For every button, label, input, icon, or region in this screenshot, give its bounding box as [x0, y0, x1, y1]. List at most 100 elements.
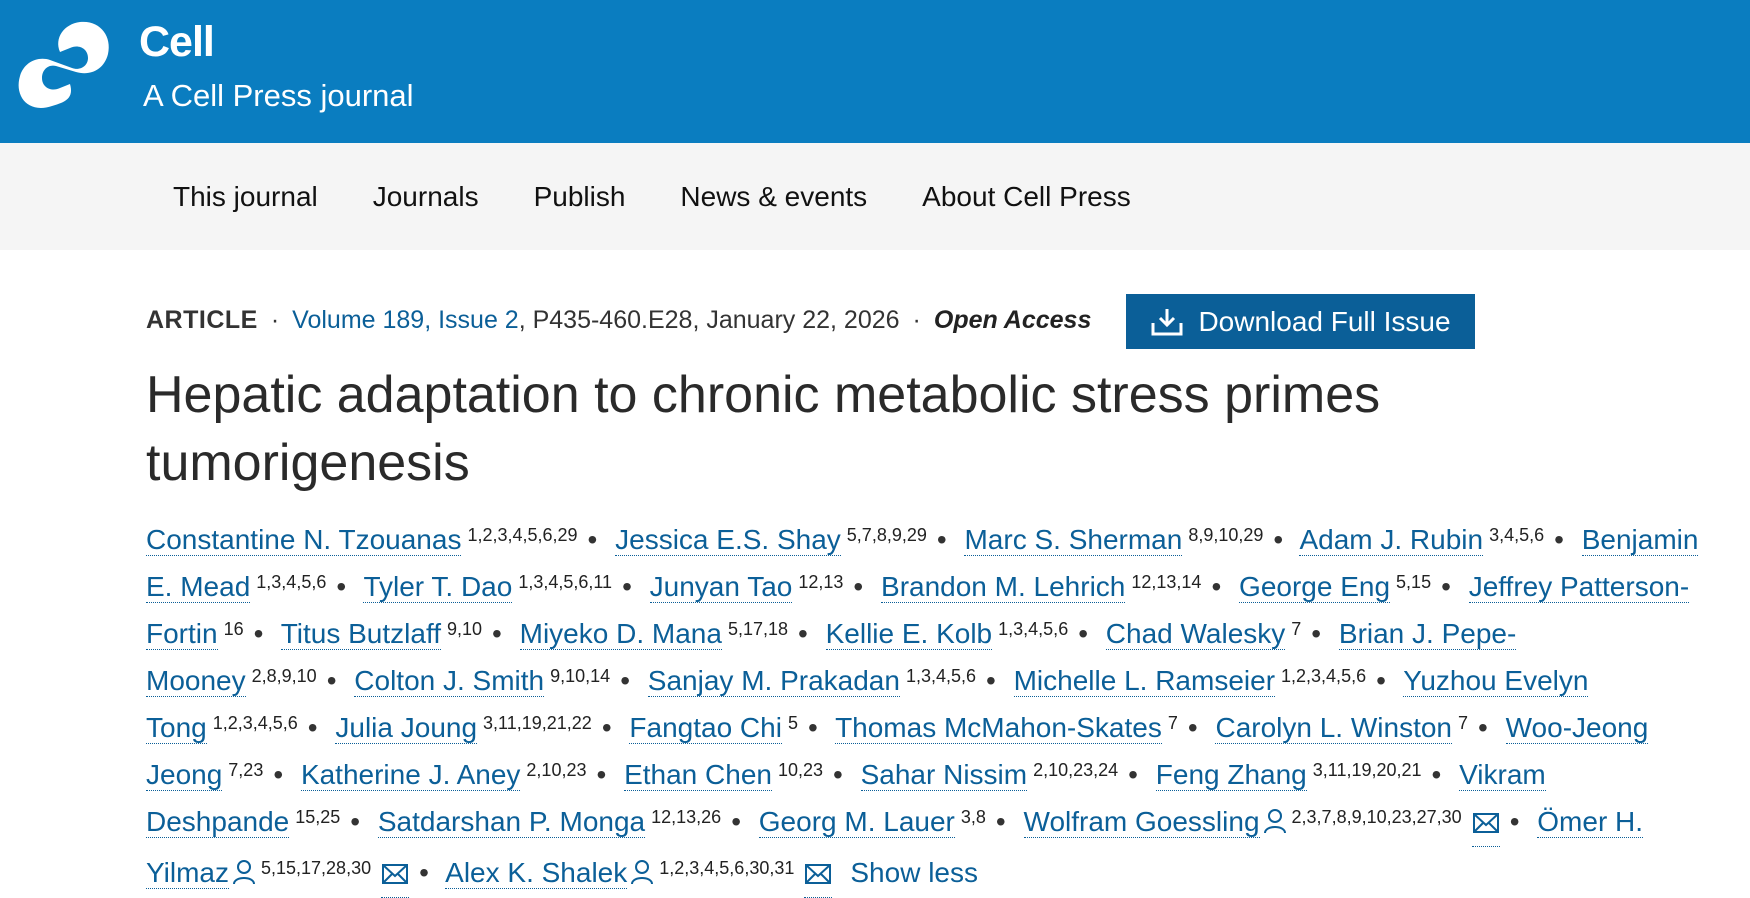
author-link[interactable]: George Eng: [1239, 571, 1391, 603]
author-affiliations: 9,10: [447, 619, 483, 639]
separator-dot: •: [307, 712, 318, 743]
separator-dot: •: [1273, 524, 1284, 555]
author-affiliations: 2,10,23,24: [1033, 760, 1119, 780]
author-affiliations: 2,3,7,8,9,10,23,27,30: [1291, 807, 1462, 827]
author-link[interactable]: Benjamin E. Mead: [146, 524, 1699, 603]
separator-dot: •: [995, 806, 1006, 837]
article-title: Hepatic adaptation to chronic metabolic …: [146, 366, 1381, 492]
author-link[interactable]: Michelle L. Ramseier: [1013, 665, 1276, 697]
download-full-issue-button[interactable]: Download Full Issue: [1126, 294, 1475, 349]
author-affiliations: 1,3,4,5,6: [256, 572, 327, 592]
open-access-label: Open Access: [933, 306, 1092, 334]
author-affiliations: 12,13,26: [651, 807, 722, 827]
separator-dot: •: [1128, 759, 1138, 790]
author-link[interactable]: Yuzhou Evelyn Tong: [146, 665, 1589, 744]
author-link[interactable]: Sahar Nissim: [860, 759, 1028, 791]
author-affiliations: 1,3,4,5,6: [905, 666, 976, 686]
author-affiliations: 15,25: [295, 807, 341, 827]
author-link[interactable]: Miyeko D. Mana: [519, 618, 722, 650]
author-link[interactable]: Constantine N. Tzouanas: [146, 524, 462, 556]
separator-dot: •: [1187, 712, 1198, 743]
separator-dot: •: [1431, 759, 1442, 790]
author-link[interactable]: Ethan Chen: [624, 759, 772, 791]
separator-dot: •: [1311, 618, 1322, 649]
volume-issue-link[interactable]: Volume 189, Issue 2: [292, 306, 519, 334]
separator-dot: ·: [270, 306, 280, 334]
author-link[interactable]: Woo-Jeong Jeong: [146, 712, 1649, 791]
separator-dot: •: [798, 618, 808, 649]
author-affiliations: 12,13,14: [1131, 572, 1202, 592]
separator-dot: •: [596, 759, 607, 790]
author-affiliations: 5,7,8,9,29: [846, 525, 927, 545]
author-affiliations: 1,2,3,4,5,6: [212, 713, 298, 733]
nav-this-journal[interactable]: This journal: [173, 180, 318, 212]
author-affiliations: 5: [787, 713, 798, 733]
author-affiliations: 3,11,19,21,22: [483, 713, 592, 733]
author-link[interactable]: Vikram Deshpande: [146, 759, 1546, 838]
separator-dot: •: [1554, 524, 1564, 555]
pages-date: , P435-460.E28, January 22, 2026: [518, 306, 900, 334]
author-affiliations: 3,4,5,6: [1489, 525, 1545, 545]
download-icon: [1151, 308, 1183, 335]
author-link[interactable]: Marc S. Sherman: [964, 524, 1183, 556]
author-link[interactable]: Adam J. Rubin: [1299, 524, 1484, 556]
nav-publish[interactable]: Publish: [533, 180, 626, 212]
author-affiliations: 10,23: [777, 760, 824, 780]
author-affiliations: 7: [1458, 713, 1469, 733]
article-type: ARTICLE: [146, 306, 258, 334]
author-link[interactable]: Katherine J. Aney: [300, 759, 521, 791]
author-link[interactable]: Carolyn L. Winston: [1215, 712, 1453, 744]
separator-dot: •: [622, 571, 632, 602]
separator-dot: •: [833, 759, 843, 790]
separator-dot: •: [731, 806, 741, 837]
email-icon[interactable]: [804, 854, 833, 898]
author-link[interactable]: Fangtao Chi: [629, 712, 782, 744]
nav-about-cell-press[interactable]: About Cell Press: [922, 180, 1131, 212]
author-link[interactable]: Satdarshan P. Monga: [377, 806, 646, 838]
show-less-link[interactable]: Show less: [850, 857, 978, 888]
author-link[interactable]: Tyler T. Dao: [363, 571, 513, 603]
author-link[interactable]: Alex K. Shalek: [445, 857, 628, 889]
author-link[interactable]: Jessica E.S. Shay: [615, 524, 841, 556]
download-label: Download Full Issue: [1198, 305, 1451, 337]
author-link[interactable]: Titus Butzlaff: [280, 618, 441, 650]
separator-dot: •: [326, 665, 337, 696]
author-affiliations: 1,3,4,5,6: [998, 619, 1069, 639]
separator-dot: •: [1478, 712, 1488, 743]
cell-press-logo-icon[interactable]: [14, 18, 114, 116]
author-link[interactable]: Junyan Tao: [649, 571, 793, 603]
separator-dot: •: [807, 712, 818, 743]
separator-dot: •: [273, 759, 284, 790]
author-affiliations: 8,9,10,29: [1188, 525, 1264, 545]
email-icon[interactable]: [381, 854, 410, 898]
nav-journals[interactable]: Journals: [372, 180, 479, 212]
author-link[interactable]: Sanjay M. Prakadan: [647, 665, 900, 697]
separator-dot: •: [1441, 571, 1451, 602]
email-icon[interactable]: [1471, 803, 1500, 847]
author-link[interactable]: Brandon M. Lehrich: [881, 571, 1126, 603]
author-link[interactable]: Brian J. Pepe-Mooney: [146, 618, 1517, 697]
author-affiliations: 12,13: [798, 572, 844, 592]
author-link[interactable]: Jeffrey Patterson-Fortin: [146, 571, 1690, 650]
journal-brand-name[interactable]: Cell: [139, 18, 215, 66]
author-link[interactable]: Feng Zhang: [1155, 759, 1307, 791]
author-affiliations: 3,8: [960, 807, 986, 827]
separator-dot: •: [350, 806, 361, 837]
author-link[interactable]: Chad Walesky: [1105, 618, 1286, 650]
author-list: Constantine N. Tzouanas 1,2,3,4,5,6,29 • J…: [146, 514, 1706, 898]
separator-dot: •: [853, 571, 864, 602]
separator-dot: •: [492, 618, 502, 649]
author-link[interactable]: Thomas McMahon-Skates: [835, 712, 1162, 744]
separator-dot: ·: [912, 306, 921, 334]
author-link[interactable]: Colton J. Smith: [354, 665, 545, 697]
author-link[interactable]: Julia Joung: [335, 712, 478, 744]
author-affiliations: 16: [223, 619, 244, 639]
author-affiliations: 2,10,23: [526, 760, 587, 780]
author-link[interactable]: Georg M. Lauer: [758, 806, 955, 838]
separator-dot: •: [1078, 618, 1089, 649]
nav-news-events[interactable]: News & events: [680, 180, 868, 212]
author-link[interactable]: Kellie E. Kolb: [825, 618, 993, 650]
site-header: Cell A Cell Press journal: [0, 0, 1750, 143]
author-link[interactable]: Wolfram Goessling: [1023, 806, 1260, 838]
separator-dot: •: [253, 618, 264, 649]
